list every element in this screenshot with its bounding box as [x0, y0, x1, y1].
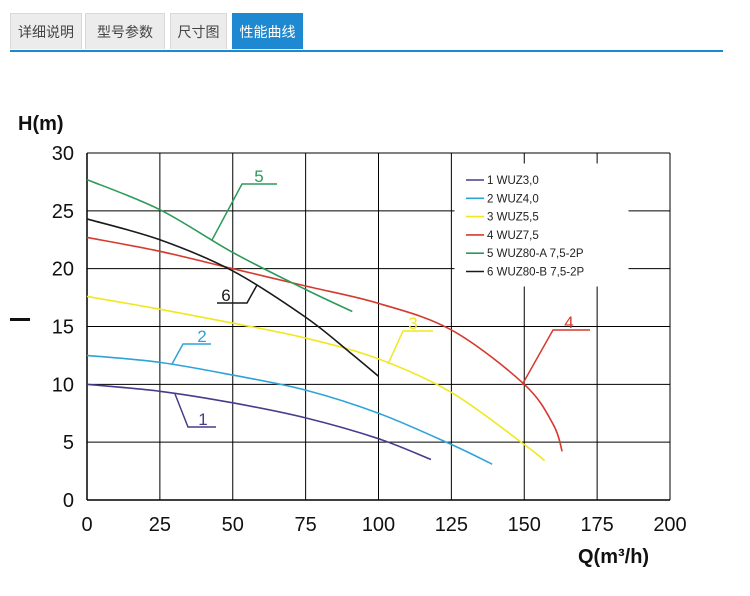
legend-entry-5: 5 WUZ80-A 7,5-2P: [487, 248, 584, 260]
legend-entry-1: 1 WUZ3,0: [487, 175, 539, 187]
curve-label-6: 6: [221, 286, 230, 305]
callout-leader-2: [171, 343, 211, 365]
legend-entry-3: 3 WUZ5,5: [487, 212, 539, 224]
y-tick-label: 5: [63, 432, 74, 454]
x-axis-title: Q(m³/h): [578, 546, 649, 568]
series-line-1: [86, 383, 432, 461]
x-tick-label: 200: [653, 514, 686, 536]
series-line-6: [86, 218, 380, 377]
legend-entry-2: 2 WUZ4,0: [487, 193, 539, 205]
legend-entry-6: 6 WUZ80-B 7,5-2P: [487, 267, 584, 279]
x-tick-label: 75: [295, 514, 317, 536]
tab-model-params[interactable]: 型号参数: [85, 13, 165, 49]
chart-series: [86, 178, 563, 465]
x-tick-label: 25: [149, 514, 171, 536]
tab-performance-curve[interactable]: 性能曲线: [232, 13, 303, 49]
tab-dimensions[interactable]: 尺寸图: [170, 13, 227, 49]
curve-label-5: 5: [254, 167, 263, 186]
y-tick-label: 10: [52, 374, 74, 396]
chart-curve-labels: 1 2 3 4 5 6: [171, 167, 590, 429]
y-axis-title: H(m): [18, 113, 64, 135]
x-tick-label: 50: [222, 514, 244, 536]
chart-legend: 1 WUZ3,0 2 WUZ4,0 3 WUZ5,5 4 WUZ7,5 5 WUZ80-…: [454, 163, 629, 287]
curve-label-1: 1: [198, 410, 207, 429]
legend-box: [454, 163, 629, 287]
callout-leader-1: [174, 393, 216, 428]
x-tick-label: 0: [81, 514, 92, 536]
y-tick-label: 30: [52, 143, 74, 165]
left-axis-mark: [10, 318, 30, 321]
curve-label-4: 4: [564, 313, 573, 332]
series-line-4: [86, 236, 563, 452]
x-tick-label: 150: [508, 514, 541, 536]
x-tick-label: 100: [362, 514, 395, 536]
curve-label-3: 3: [408, 314, 417, 333]
legend-entry-4: 4 WUZ7,5: [487, 230, 539, 242]
callout-leader-5: [211, 183, 277, 241]
x-tick-label: 125: [435, 514, 468, 536]
tab-details[interactable]: 详细说明: [10, 13, 82, 49]
curve-label-2: 2: [197, 327, 206, 346]
series-line-3: [86, 295, 546, 462]
callout-leader-4: [521, 329, 590, 386]
tab-bar: 详细说明 型号参数 尺寸图 性能曲线: [10, 13, 723, 52]
callout-leader-3: [387, 330, 433, 365]
series-line-5: [86, 178, 353, 313]
y-tick-label: 25: [52, 201, 74, 223]
y-tick-label: 0: [63, 490, 74, 512]
callout-leader-6: [217, 284, 258, 304]
series-line-2: [86, 354, 493, 465]
y-tick-label: 15: [52, 317, 74, 339]
x-tick-label: 175: [580, 514, 613, 536]
y-tick-label: 20: [52, 259, 74, 281]
